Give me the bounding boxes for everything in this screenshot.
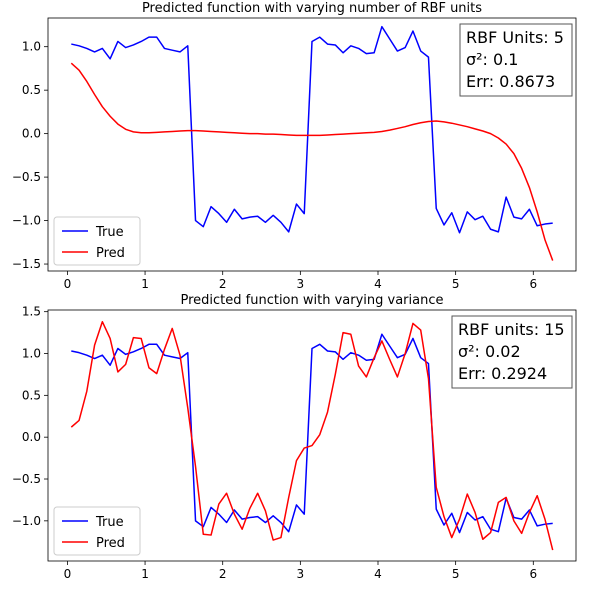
x-tick-label: 3 — [297, 277, 305, 291]
series-line-true — [71, 25, 553, 234]
info-annotation: RBF Units: 5 σ²: 0.1 Err: 0.8673 — [459, 23, 573, 97]
y-tick-label: −1.5 — [12, 257, 41, 271]
legend: True Pred — [53, 506, 141, 556]
plot-frame — [47, 17, 577, 272]
chart-rbf-units: Predicted function with varying number o… — [12, 1, 577, 291]
legend-box — [53, 216, 141, 266]
legend-box — [53, 506, 141, 556]
x-tick-label: 4 — [374, 567, 382, 581]
y-tick-label: 0.0 — [22, 430, 41, 444]
series-line-pred — [70, 62, 554, 261]
legend-label-true: True — [95, 225, 124, 240]
y-tick-label: 0.5 — [22, 83, 41, 97]
info-line: Err: 0.8673 — [466, 72, 555, 91]
info-box — [451, 315, 573, 389]
legend-label-true: True — [95, 515, 124, 530]
x-tick-label: 4 — [374, 277, 382, 291]
x-tick-label: 0 — [64, 277, 72, 291]
x-tick-label: 6 — [529, 567, 537, 581]
y-tick-label: 1.5 — [22, 305, 41, 319]
y-tick-label: 1.0 — [22, 40, 41, 54]
info-line: σ²: 0.02 — [458, 342, 521, 361]
y-tick-label: −1.0 — [12, 514, 41, 528]
legend-label-pred: Pred — [96, 246, 125, 261]
x-tick-label: 2 — [219, 277, 227, 291]
x-tick-label: 2 — [219, 567, 227, 581]
y-tick-label: −0.5 — [12, 170, 41, 184]
x-tick-label: 6 — [529, 277, 537, 291]
plot-frame — [47, 309, 577, 562]
chart-variance: Predicted function with varying variance… — [12, 293, 577, 581]
x-tick-label: 1 — [141, 567, 149, 581]
info-line: RBF Units: 5 — [466, 28, 564, 47]
y-tick-label: −0.5 — [12, 472, 41, 486]
chart-title: Predicted function with varying number o… — [142, 1, 482, 16]
legend-label-pred: Pred — [96, 536, 125, 551]
x-tick-label: 5 — [452, 277, 460, 291]
info-line: Err: 0.2924 — [458, 364, 547, 383]
series-line-true — [71, 333, 553, 534]
y-tick-label: −1.0 — [12, 214, 41, 228]
series-line-pred — [70, 320, 554, 551]
legend: True Pred — [53, 216, 141, 266]
info-box — [459, 23, 573, 97]
info-annotation: RBF units: 15 σ²: 0.02 Err: 0.2924 — [451, 315, 573, 389]
x-tick-label: 5 — [452, 567, 460, 581]
chart-title: Predicted function with varying variance — [180, 293, 443, 308]
x-tick-label: 3 — [297, 567, 305, 581]
y-tick-label: 0.0 — [22, 127, 41, 141]
y-tick-label: 1.0 — [22, 347, 41, 361]
x-tick-label: 0 — [64, 567, 72, 581]
info-line: RBF units: 15 — [458, 320, 565, 339]
y-tick-label: 0.5 — [22, 388, 41, 402]
info-line: σ²: 0.1 — [466, 50, 518, 69]
x-tick-label: 1 — [141, 277, 149, 291]
